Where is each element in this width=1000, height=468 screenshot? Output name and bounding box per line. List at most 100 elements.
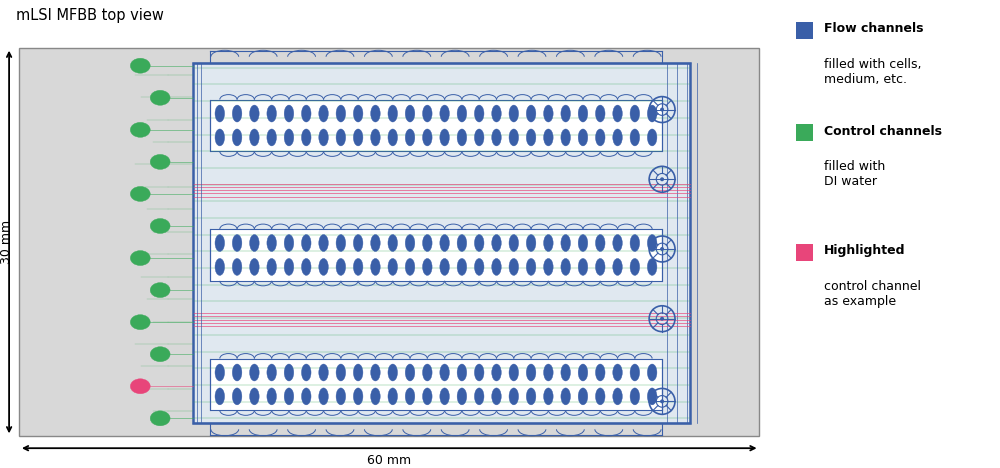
- Ellipse shape: [405, 129, 415, 146]
- Ellipse shape: [630, 129, 640, 146]
- Ellipse shape: [301, 234, 311, 251]
- Ellipse shape: [353, 258, 363, 275]
- Ellipse shape: [474, 105, 484, 122]
- Ellipse shape: [509, 129, 519, 146]
- Ellipse shape: [630, 105, 640, 122]
- Ellipse shape: [232, 129, 242, 146]
- Ellipse shape: [336, 129, 346, 146]
- Ellipse shape: [544, 388, 553, 405]
- Ellipse shape: [319, 258, 328, 275]
- Ellipse shape: [595, 388, 605, 405]
- Ellipse shape: [630, 234, 640, 251]
- Ellipse shape: [509, 258, 519, 275]
- Ellipse shape: [336, 258, 346, 275]
- Bar: [796, 22, 813, 39]
- Ellipse shape: [284, 388, 294, 405]
- Ellipse shape: [150, 219, 170, 234]
- Ellipse shape: [423, 234, 432, 251]
- Ellipse shape: [457, 129, 467, 146]
- Ellipse shape: [405, 258, 415, 275]
- Ellipse shape: [215, 364, 225, 381]
- Ellipse shape: [578, 234, 588, 251]
- Ellipse shape: [509, 388, 519, 405]
- Ellipse shape: [492, 234, 501, 251]
- Ellipse shape: [336, 364, 346, 381]
- Ellipse shape: [561, 105, 570, 122]
- Ellipse shape: [492, 129, 501, 146]
- Ellipse shape: [595, 258, 605, 275]
- Ellipse shape: [492, 388, 501, 405]
- Ellipse shape: [405, 234, 415, 251]
- Ellipse shape: [561, 388, 570, 405]
- Ellipse shape: [301, 129, 311, 146]
- Ellipse shape: [578, 258, 588, 275]
- Ellipse shape: [319, 234, 328, 251]
- Ellipse shape: [613, 234, 622, 251]
- Ellipse shape: [544, 129, 553, 146]
- Ellipse shape: [250, 364, 259, 381]
- Ellipse shape: [578, 129, 588, 146]
- Circle shape: [661, 248, 663, 250]
- Bar: [796, 124, 813, 141]
- Ellipse shape: [319, 364, 328, 381]
- Ellipse shape: [423, 364, 432, 381]
- Text: Control channels: Control channels: [824, 125, 942, 138]
- Ellipse shape: [440, 105, 449, 122]
- Text: Highlighted: Highlighted: [824, 244, 906, 257]
- Ellipse shape: [647, 105, 657, 122]
- Ellipse shape: [319, 129, 328, 146]
- Ellipse shape: [613, 258, 622, 275]
- Bar: [210, 100, 662, 151]
- Ellipse shape: [388, 129, 398, 146]
- Ellipse shape: [613, 388, 622, 405]
- Ellipse shape: [150, 154, 170, 169]
- Ellipse shape: [388, 388, 398, 405]
- Ellipse shape: [647, 258, 657, 275]
- Ellipse shape: [526, 234, 536, 251]
- Ellipse shape: [336, 388, 346, 405]
- Ellipse shape: [647, 364, 657, 381]
- Ellipse shape: [440, 129, 449, 146]
- Ellipse shape: [267, 129, 276, 146]
- Ellipse shape: [457, 364, 467, 381]
- Ellipse shape: [526, 364, 536, 381]
- Ellipse shape: [130, 186, 150, 201]
- Bar: [796, 244, 813, 261]
- Ellipse shape: [250, 105, 259, 122]
- Ellipse shape: [267, 364, 276, 381]
- Ellipse shape: [423, 258, 432, 275]
- Ellipse shape: [457, 388, 467, 405]
- Ellipse shape: [130, 250, 150, 265]
- Ellipse shape: [267, 258, 276, 275]
- Ellipse shape: [215, 234, 225, 251]
- Ellipse shape: [215, 129, 225, 146]
- Ellipse shape: [613, 129, 622, 146]
- Ellipse shape: [613, 364, 622, 381]
- Ellipse shape: [526, 388, 536, 405]
- Ellipse shape: [561, 258, 570, 275]
- Circle shape: [661, 400, 663, 402]
- Ellipse shape: [353, 234, 363, 251]
- Ellipse shape: [301, 258, 311, 275]
- Ellipse shape: [457, 234, 467, 251]
- Ellipse shape: [440, 234, 449, 251]
- Ellipse shape: [457, 105, 467, 122]
- Ellipse shape: [440, 258, 449, 275]
- Text: 60 mm: 60 mm: [367, 453, 411, 467]
- Bar: [19, 48, 759, 436]
- Text: 30 mm: 30 mm: [0, 220, 13, 264]
- Ellipse shape: [232, 234, 242, 251]
- Ellipse shape: [578, 105, 588, 122]
- Ellipse shape: [492, 258, 501, 275]
- Ellipse shape: [509, 364, 519, 381]
- Ellipse shape: [250, 129, 259, 146]
- Ellipse shape: [388, 234, 398, 251]
- Ellipse shape: [232, 258, 242, 275]
- Ellipse shape: [561, 129, 570, 146]
- Ellipse shape: [526, 258, 536, 275]
- Ellipse shape: [595, 129, 605, 146]
- Ellipse shape: [130, 314, 150, 329]
- Ellipse shape: [353, 105, 363, 122]
- Ellipse shape: [388, 364, 398, 381]
- Ellipse shape: [284, 234, 294, 251]
